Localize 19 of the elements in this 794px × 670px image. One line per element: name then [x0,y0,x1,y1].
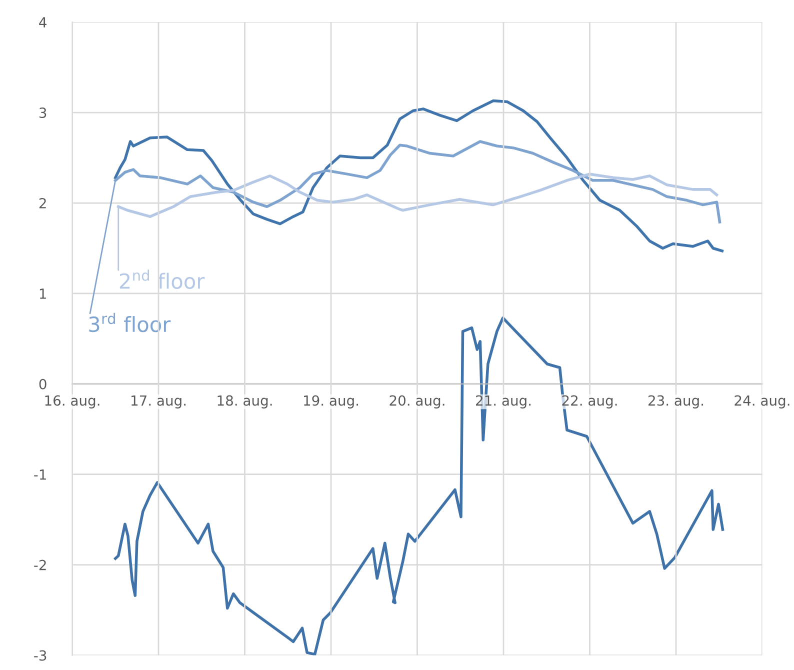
x-tick-label: 24. aug. [734,395,790,408]
y-tick-label: -1 [34,470,46,480]
x-tick-label: 22. aug. [562,395,617,408]
x-tick-label: 23. aug. [648,395,704,408]
x-tick-label: 21. aug. [476,395,531,408]
x-tick-label: 16. aug. [45,395,100,408]
y-tick-label: 2 [39,198,46,208]
y-tick-label: 3 [39,108,46,118]
text: 2$^{nd}$ floor [120,270,205,289]
y-tick-label: 1 [40,288,46,299]
x-tick-label: 18. aug. [218,395,272,408]
x-tick-label: 17. aug. [132,395,186,408]
text: 3$^{rd}$ floor [89,312,171,332]
x-tick-label: 20. aug. [390,395,444,408]
x-tick-label: 19. aug. [304,395,358,408]
y-tick-label: 4 [39,17,46,28]
y-tick-label: 0 [39,378,46,390]
y-tick-label: -3 [34,650,46,661]
y-tick-label: -2 [34,560,46,570]
